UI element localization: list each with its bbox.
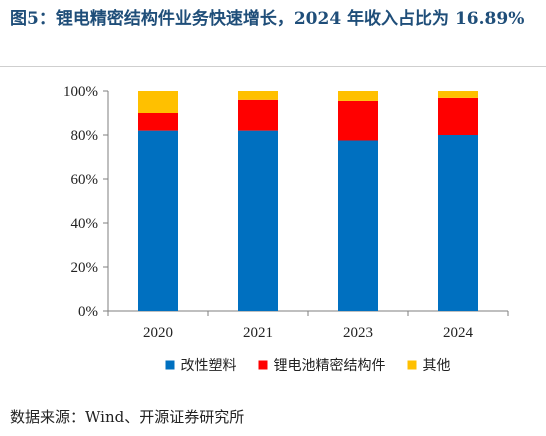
bar-segment [438, 135, 478, 311]
y-tick-label: 20% [71, 260, 99, 276]
bars [138, 91, 478, 311]
legend-swatch [407, 360, 417, 370]
bar-segment [238, 130, 278, 311]
bar-segment [138, 130, 178, 311]
y-tick-label: 100% [63, 84, 98, 100]
y-tick-label: 40% [71, 216, 99, 232]
legend: 改性塑料 锂电池精密结构件 其他 [165, 357, 451, 374]
bar-segment [238, 91, 278, 100]
x-tick-label: 2024 [443, 325, 474, 341]
y-tick-label: 0% [78, 304, 98, 320]
y-tick-label: 60% [71, 172, 99, 188]
y-tick-label: 80% [71, 128, 99, 144]
data-source-note: 数据来源：Wind、开源证券研究所 [10, 408, 245, 426]
legend-label: 锂电池精密结构件 [274, 357, 386, 374]
x-axis: 2020 2021 2023 2024 [107, 310, 509, 341]
bar-segment [138, 113, 178, 131]
legend-label: 其他 [423, 358, 451, 374]
legend-label: 改性塑料 [181, 358, 237, 374]
x-tick-label: 2021 [243, 325, 273, 341]
legend-swatch [165, 360, 175, 370]
y-axis: 0% 20% 40% 60% 80% 100% [63, 84, 109, 320]
bar-segment [338, 100, 378, 141]
stacked-bar-chart: 0% 20% 40% 60% 80% 100% 2020 2021 2023 2024 改性塑料… [63, 84, 509, 374]
title-divider [0, 66, 546, 67]
bar-segment [438, 97, 478, 135]
bar-segment [338, 140, 378, 311]
x-tick-label: 2023 [343, 325, 373, 341]
legend-swatch [258, 360, 268, 370]
bar-segment [138, 91, 178, 113]
x-tick-label: 2020 [143, 325, 173, 341]
chart-title: 图5：锂电精密结构件业务快速增长，2024 年收入占比为 16.89% [10, 9, 525, 29]
bar-segment [438, 91, 478, 98]
bar-segment [338, 91, 378, 101]
bar-segment [238, 99, 278, 131]
